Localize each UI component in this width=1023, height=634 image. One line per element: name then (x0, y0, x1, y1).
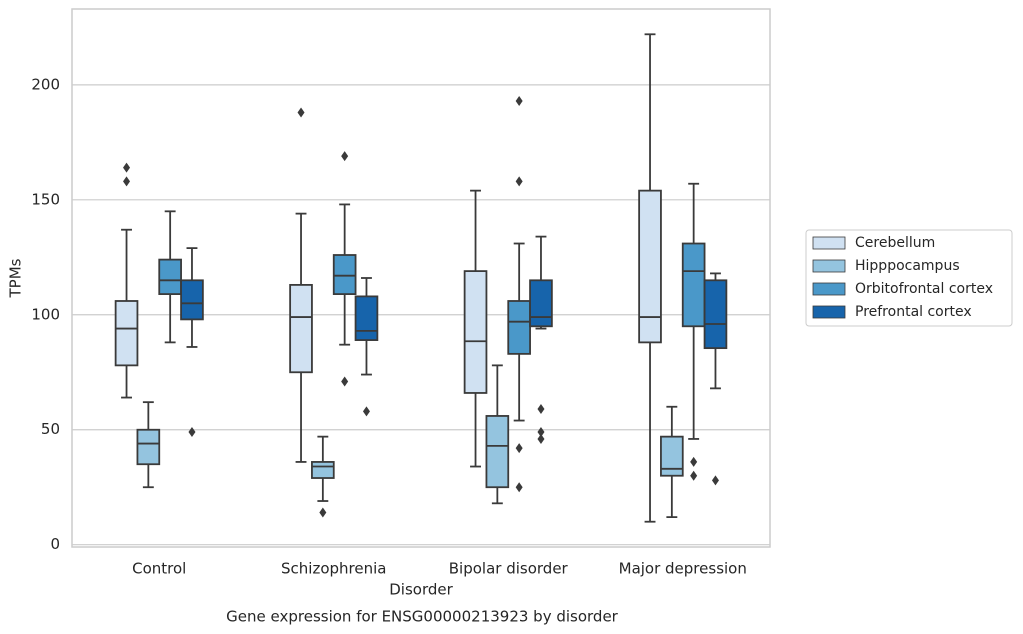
legend-label: Cerebellum (855, 235, 935, 251)
outlier (515, 95, 523, 106)
box-group (180, 247, 204, 438)
outlier (515, 482, 523, 493)
box-group (507, 95, 531, 493)
chart-title: Gene expression for ENSG00000213923 by d… (226, 608, 619, 626)
outlier (297, 107, 305, 118)
y-tick-label: 0 (50, 535, 60, 553)
box-group (311, 435, 335, 518)
legend-swatch (812, 305, 846, 319)
x-tick-label: Control (132, 560, 186, 578)
x-tick-label: Schizophrenia (281, 560, 386, 578)
box-group (289, 107, 313, 463)
box (354, 295, 379, 341)
box (638, 189, 662, 344)
y-tick-label: 50 (41, 420, 60, 438)
plot-frame (71, 8, 771, 548)
outlier (123, 176, 131, 187)
box (681, 242, 706, 328)
box (507, 300, 531, 355)
y-tick-label: 150 (31, 190, 60, 208)
y-tick-label: 200 (31, 75, 60, 93)
box (114, 300, 139, 367)
outlier (362, 406, 370, 417)
box-group (638, 33, 662, 523)
box (485, 415, 510, 489)
box (289, 283, 313, 374)
outlier (341, 151, 349, 162)
box-group (681, 182, 706, 481)
legend-swatch (812, 236, 846, 250)
box-group (158, 210, 182, 344)
outlier (341, 376, 349, 387)
box-group (332, 151, 357, 387)
box (529, 279, 553, 328)
x-tick-label: Major depression (619, 560, 747, 578)
box (332, 254, 357, 295)
box (180, 279, 204, 321)
legend-label: Prefrontal cortex (855, 304, 972, 320)
box-group (463, 189, 488, 468)
outlier (188, 427, 196, 438)
outlier (537, 427, 545, 438)
legend-swatch (812, 282, 846, 296)
box (136, 428, 161, 466)
legend: Cerebellum Hipppocampus Orbitofrontal cort… (805, 229, 1013, 327)
legend-swatch (812, 259, 846, 273)
legend-label: Hipppocampus (855, 258, 960, 274)
outlier (537, 433, 545, 444)
box-group (354, 277, 379, 417)
box (311, 461, 335, 479)
box-group (660, 405, 684, 519)
legend-frame (805, 229, 1013, 327)
y-tick-label: 100 (31, 305, 60, 323)
outlier (711, 475, 719, 486)
box (703, 279, 728, 350)
outlier (319, 507, 327, 518)
outlier (123, 162, 131, 173)
box-group (703, 272, 728, 486)
box-group (529, 235, 553, 444)
x-tick-label: Bipolar disorder (449, 560, 569, 578)
outlier (537, 404, 545, 415)
box (158, 258, 182, 295)
x-axis-label: Disorder (389, 581, 453, 599)
outlier (690, 470, 698, 481)
outlier (515, 176, 523, 187)
outlier (690, 456, 698, 467)
legend-label: Orbitofrontal cortex (855, 281, 993, 297)
y-axis-label: TPMs (7, 258, 25, 298)
outlier (515, 443, 523, 454)
box (463, 270, 488, 394)
box-group (114, 162, 139, 399)
box-group (136, 401, 161, 489)
box (660, 435, 684, 477)
box-group (485, 364, 510, 505)
